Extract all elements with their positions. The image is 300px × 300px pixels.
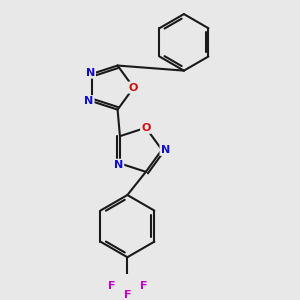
Text: F: F: [140, 281, 147, 291]
Text: N: N: [84, 96, 94, 106]
Text: N: N: [160, 145, 170, 155]
Text: F: F: [124, 290, 131, 300]
Text: F: F: [108, 281, 115, 291]
Text: N: N: [114, 160, 123, 170]
Text: O: O: [141, 123, 151, 133]
Text: N: N: [85, 68, 95, 78]
Text: O: O: [129, 82, 138, 93]
